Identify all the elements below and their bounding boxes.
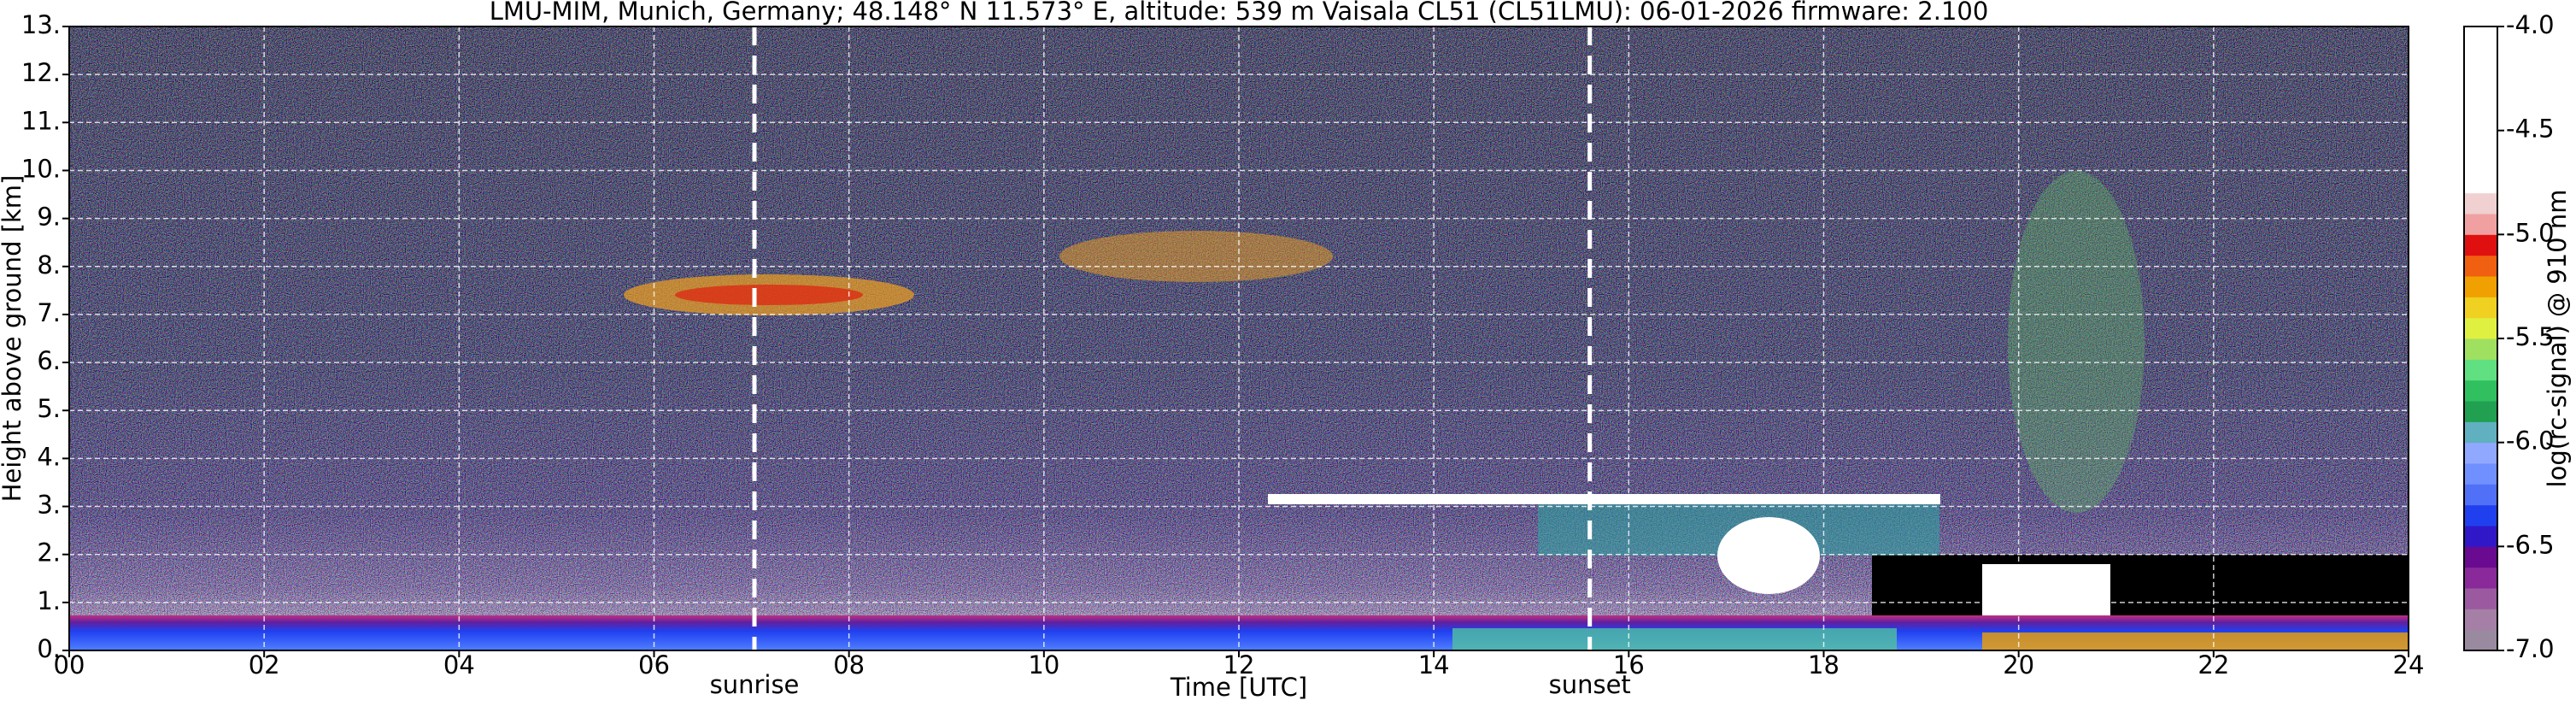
x-tick-label: 02 <box>249 650 280 680</box>
colorbar-segment <box>2464 379 2497 402</box>
colorbar-tick-label: -4.0 <box>2506 10 2555 39</box>
colorbar-segment <box>2464 26 2497 48</box>
colorbar-segment <box>2464 567 2497 589</box>
x-tick-label: 18 <box>1808 650 1840 680</box>
boundary-layer <box>1982 632 2409 650</box>
x-tick-label: 12 <box>1223 650 1255 680</box>
x-tick-label: 24 <box>2393 650 2425 680</box>
y-tick-label: 3. <box>37 491 61 520</box>
cloud <box>675 285 863 305</box>
x-axis-label: Time [UTC] <box>1170 673 1307 702</box>
colorbar-tick-label: -6.5 <box>2506 530 2555 559</box>
colorbar-segment <box>2464 401 2497 422</box>
x-tick-label: 00 <box>54 650 85 680</box>
colorbar-segment <box>2464 463 2497 485</box>
annotation-label: sunset <box>1549 670 1631 699</box>
chart-title: LMU-MIM, Munich, Germany; 48.148° N 11.5… <box>490 0 1989 26</box>
colorbar-segment <box>2464 317 2497 339</box>
x-tick-label: 16 <box>1613 650 1645 680</box>
x-tick-label: 22 <box>2198 650 2229 680</box>
x-tick-label: 20 <box>2003 650 2034 680</box>
annotation-label: sunrise <box>710 670 800 699</box>
colorbar-segment <box>2464 588 2497 609</box>
y-tick-label: 10. <box>21 154 61 183</box>
y-tick-label: 0. <box>37 634 61 663</box>
y-tick-label: 6. <box>37 346 61 375</box>
colorbar-segment <box>2464 609 2497 631</box>
colorbar-segment <box>2464 442 2497 464</box>
colorbar-segment <box>2464 276 2497 297</box>
colorbar-segment <box>2464 192 2497 215</box>
colorbar-segment <box>2464 109 2497 132</box>
y-tick-label: 5. <box>37 394 61 423</box>
colorbar-segment <box>2464 338 2497 360</box>
colorbar-segment <box>2464 629 2497 651</box>
colorbar-segment <box>2464 255 2497 277</box>
x-tick-label: 08 <box>833 650 865 680</box>
colorbar-segment <box>2464 172 2497 194</box>
colorbar-segment <box>2464 359 2497 381</box>
colorbar-segment <box>2464 421 2497 444</box>
x-tick-label: 06 <box>638 650 670 680</box>
y-tick-label: 11. <box>21 106 61 135</box>
y-axis-label: Height above ground [km] <box>0 175 26 503</box>
colorbar-segment <box>2464 214 2497 235</box>
x-tick-label: 14 <box>1418 650 1450 680</box>
colorbar-tick-label: -7.0 <box>2506 634 2555 663</box>
colorbar-label: log(rc-signal) @ 910 nm <box>2543 190 2572 488</box>
colorbar-segment <box>2464 151 2497 173</box>
colorbar-segment <box>2464 484 2497 506</box>
colorbar-tick-label: -4.5 <box>2506 115 2555 144</box>
colorbar-tick-label: -5.0 <box>2506 218 2555 247</box>
y-tick-label: 4. <box>37 442 61 471</box>
y-tick-label: 1. <box>37 586 61 615</box>
y-tick-label: 13. <box>21 10 61 39</box>
colorbar-segment <box>2464 546 2497 568</box>
plot-frame <box>68 26 2409 651</box>
plume <box>2008 171 2145 513</box>
cloud-layer <box>1268 494 1940 504</box>
colorbar-tick-label: -6.0 <box>2506 427 2555 456</box>
colorbar-segment <box>2464 130 2497 152</box>
y-tick-label: 9. <box>37 203 61 232</box>
axes: 00 02 04 06 08 10 12 14 16 18 20 22 24 0. 1. 2. 3. 4. 5. 6.… <box>21 10 2555 699</box>
y-tick-label: 8. <box>37 250 61 279</box>
x-tick-label: 10 <box>1028 650 1059 680</box>
colorbar-segment <box>2464 68 2497 90</box>
colorbar-segment <box>2464 234 2497 256</box>
y-tick-label: 7. <box>37 298 61 327</box>
boundary-layer <box>1452 628 1897 650</box>
colorbar-segment <box>2464 297 2497 319</box>
colorbar-segment <box>2464 47 2497 69</box>
y-tick-label: 2. <box>37 538 61 568</box>
y-tick-label: 12. <box>21 58 61 87</box>
x-tick-label: 04 <box>443 650 475 680</box>
colorbar-segment <box>2464 526 2497 547</box>
colorbar-segment <box>2464 504 2497 527</box>
cloud <box>1059 231 1333 282</box>
colorbar-tick-label: -5.5 <box>2506 322 2555 351</box>
cloud <box>1717 517 1820 594</box>
colorbar-segment <box>2464 89 2497 110</box>
